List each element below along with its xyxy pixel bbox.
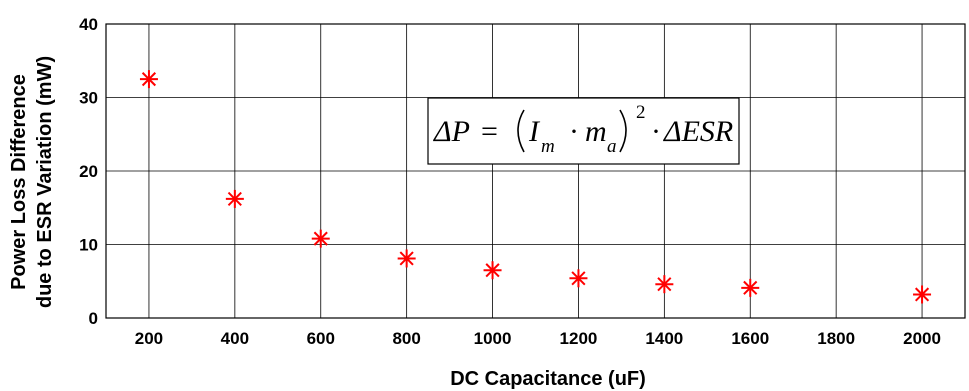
equation-current: I [528,115,541,148]
data-point [483,261,502,280]
y-tick-label: 10 [79,236,98,255]
data-point [655,275,674,294]
x-tick-label: 600 [307,329,335,348]
equation-box [427,97,740,165]
plot-frame [105,23,966,319]
equation-dot-1: · [569,115,579,148]
y-tick-label: 30 [79,89,98,108]
data-point [397,249,416,268]
asterisk-marker-stroke [914,287,930,302]
grid-lines [106,23,965,319]
x-tick-label: 1400 [645,329,683,348]
data-point [569,269,588,288]
x-tick-label: 2000 [903,329,941,348]
x-axis-label: DC Capacitance (uF) [450,368,646,390]
asterisk-marker-stroke [399,251,414,266]
y-tick-label: 20 [79,162,98,181]
equation-annotation: ΔP = I m · m a 2 · ΔESR [427,97,740,165]
data-point [741,278,760,297]
asterisk-marker-stroke [313,231,328,246]
data-point [913,285,932,304]
equation-left-paren [517,109,525,153]
asterisk-marker-stroke [743,280,758,295]
x-tick-label: 1200 [560,329,598,348]
y-axis-label-line2: due to ESR Variation (mW) [34,56,56,308]
asterisk-marker-stroke [141,72,157,87]
y-tick-label: 0 [89,309,98,328]
x-tick-label: 400 [221,329,249,348]
data-point [311,229,330,248]
equation-exponent: 2 [636,102,646,123]
x-tick-label: 1600 [731,329,769,348]
data-points [139,70,932,304]
x-tick-label: 1000 [474,329,512,348]
y-axis-label-line1: Power Loss Difference [8,74,30,290]
equation-current-subscript: m [541,136,555,157]
equation-equals: = [481,115,498,148]
asterisk-marker-stroke [571,271,586,286]
x-tick-label: 800 [392,329,420,348]
data-point [139,70,158,89]
y-tick-label: 40 [79,15,98,34]
equation-modulation: m [585,115,607,148]
data-point [225,189,244,208]
equation-lhs: ΔP [433,115,470,148]
x-tick-label: 1800 [817,329,855,348]
equation-modulation-subscript: a [607,136,617,157]
equation-right-paren [619,109,627,153]
equation-rhs: ΔESR [663,115,733,148]
asterisk-marker-stroke [657,277,672,292]
asterisk-marker-stroke [485,263,500,278]
axis-ticks: 200 400 600 800 1000 1200 1400 1600 1800 2000 0 10 2… [79,15,941,348]
asterisk-marker-stroke [227,191,242,207]
equation-dot-2: · [651,115,661,148]
x-tick-label: 200 [135,329,163,348]
